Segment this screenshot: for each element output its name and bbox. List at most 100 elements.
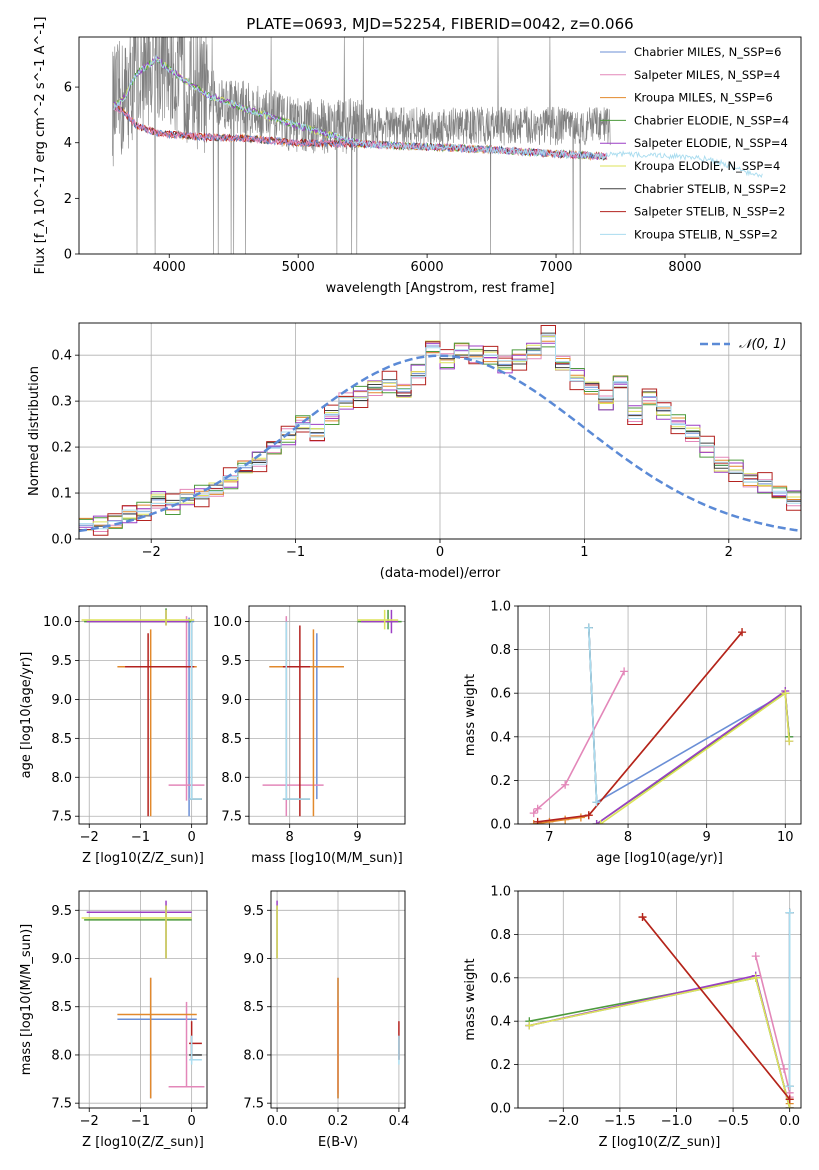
y-axis-label: Flux [f_λ 10^-17 erg cm^-2 s^-1 A^-1]: [33, 17, 48, 275]
age-vs-weight-panel: 7 8 9 10 0.0 0.2 0.4 0.6 0.8 1.0 age [log10(age/yr…: [463, 600, 802, 866]
x-tick-label: −1: [286, 545, 305, 560]
spectrum-legend: Chabrier MILES, N_SSP=6 Salpeter MILES, N…: [600, 45, 789, 241]
y-tick-label: 7.5: [51, 1097, 72, 1112]
axes-frame: [78, 890, 208, 1109]
y-tick-label: 0.4: [490, 1015, 511, 1030]
axes-frame: [517, 605, 802, 825]
weight-point-marker: [525, 1021, 534, 1030]
figure-title: PLATE=0693, MJD=52254, FIBERID=0042, z=0…: [246, 15, 633, 33]
weight-point-marker: [785, 1104, 794, 1108]
ebv-vs-mass-panel: 0.0 0.2 0.4 7.5 8.0 8.5 9.0 9.5 E(B-V): [243, 890, 410, 1150]
y-tick-label: 0.2: [490, 1058, 511, 1073]
weight-point-marker: [592, 820, 601, 824]
y-tick-label: 7.5: [243, 1097, 264, 1112]
x-tick-label: 9: [703, 830, 711, 845]
y-axis-label: mass weight: [463, 674, 478, 756]
weight-point-marker: [638, 913, 647, 922]
y-axis-label: age [log10(age/yr)]: [19, 652, 34, 779]
y-tick-label: 7.5: [221, 810, 242, 825]
weight-point-marker: [561, 780, 570, 789]
legend-label: Salpeter MILES, N_SSP=4: [634, 68, 780, 82]
weight-point-marker: [561, 815, 570, 824]
y-tick-label: 9.0: [51, 693, 72, 708]
y-tick-label: 8.0: [51, 1048, 72, 1063]
x-tick-label: −0.5: [717, 1114, 749, 1129]
gaussian-reference-line: [78, 354, 802, 533]
y-tick-label: 8.5: [51, 732, 72, 747]
axes-frame: [248, 605, 406, 825]
x-tick-label: 0.0: [267, 1114, 288, 1129]
x-axis-label: age [log10(age/yr)]: [596, 851, 723, 866]
axes-frame: [78, 36, 802, 255]
y-tick-label: 0.0: [490, 1102, 511, 1117]
Z-vs-mass-panel: −2 −1 0 7.5 8.0 8.5 9.0 9.5 Z [log10(Z/Z_sun)] ma…: [19, 890, 208, 1150]
weight-point-marker: [780, 1064, 789, 1073]
axes-frame: [78, 605, 208, 825]
y-tick-label: 0.6: [490, 971, 511, 986]
y-axis-label: mass [log10(M/M_sun)]: [19, 924, 34, 1076]
x-tick-label: 0.0: [779, 1114, 800, 1129]
y-tick-label: 2: [64, 192, 72, 207]
legend-label: Kroupa ELODIE, N_SSP=4: [634, 159, 780, 173]
x-tick-label: 8000: [668, 260, 701, 275]
x-tick-label: 5000: [282, 260, 315, 275]
y-tick-label: 0.6: [490, 687, 511, 702]
y-tick-label: 9.0: [51, 952, 72, 967]
x-tick-label: 0.4: [389, 1114, 410, 1129]
y-tick-label: 0.4: [490, 730, 511, 745]
y-tick-label: 6: [64, 81, 72, 96]
legend-label: Chabrier ELODIE, N_SSP=4: [634, 113, 789, 127]
legend-label: Salpeter ELODIE, N_SSP=4: [634, 136, 788, 150]
x-tick-label: −2: [80, 1114, 99, 1129]
x-tick-label: −2.0: [547, 1114, 579, 1129]
x-tick-label: −1.5: [604, 1114, 636, 1129]
y-tick-label: 8.0: [51, 771, 72, 786]
legend-label: Kroupa MILES, N_SSP=6: [634, 91, 773, 105]
x-axis-label: wavelength [Angstrom, rest frame]: [326, 281, 555, 296]
weight-point-marker: [596, 820, 605, 824]
weight-point-marker: [620, 667, 629, 676]
x-tick-label: 7000: [539, 260, 572, 275]
model-spectrum-line: [113, 54, 763, 179]
gaussian-legend-label: 𝒩(0, 1): [739, 337, 786, 352]
legend-label: Salpeter STELIB, N_SSP=2: [634, 205, 785, 219]
y-tick-label: 8.5: [243, 1000, 264, 1015]
spectrum-panel: 4000 5000 6000 7000 8000 0 2 4 6 wavelength [Angs…: [33, 17, 802, 296]
y-tick-label: 0.8: [490, 643, 511, 658]
x-tick-label: 4000: [153, 260, 186, 275]
residual-histogram-step: [79, 325, 801, 536]
x-tick-label: 0: [187, 1114, 195, 1129]
y-tick-label: 0.1: [51, 487, 72, 502]
legend-label: Kroupa STELIB, N_SSP=2: [634, 227, 778, 241]
weight-point-marker: [584, 623, 593, 632]
weight-point-marker: [529, 809, 538, 818]
mass-vs-age-panel: 8 9 7.5 8.0 8.5 9.0 9.5 10.0 mass [log10(M/M_sun…: [213, 605, 406, 866]
y-axis-label: mass weight: [463, 958, 478, 1040]
x-tick-label: 6000: [411, 260, 444, 275]
axes-frame: [78, 322, 802, 540]
x-axis-label: mass [log10(M/M_sun)]: [251, 851, 403, 866]
x-tick-label: 2: [725, 545, 733, 560]
x-tick-label: 9: [353, 830, 361, 845]
y-tick-label: 10.0: [213, 615, 242, 630]
x-tick-label: 10: [777, 830, 794, 845]
Z-vs-weight-panel: −2.0 −1.5 −1.0 −0.5 0.0 0.0 0.2 0.4 0.6 0.8 1.0 Z […: [463, 885, 802, 1150]
y-tick-label: 8.0: [221, 771, 242, 786]
legend-label: Chabrier MILES, N_SSP=6: [634, 45, 781, 59]
x-tick-label: 0.2: [328, 1114, 349, 1129]
y-tick-label: 0.8: [490, 928, 511, 943]
y-tick-label: 9.5: [221, 654, 242, 669]
x-tick-label: 0: [436, 545, 444, 560]
axes-frame: [517, 890, 802, 1109]
weight-point-marker: [592, 798, 601, 807]
y-tick-label: 0.2: [51, 441, 72, 456]
y-tick-label: 0.2: [490, 774, 511, 789]
x-tick-label: −1: [131, 830, 150, 845]
weight-point-marker: [545, 817, 554, 824]
y-tick-label: 1.0: [490, 600, 511, 615]
weight-point-marker: [785, 908, 794, 917]
x-axis-label: E(B-V): [318, 1135, 358, 1150]
weight-point-marker: [785, 737, 794, 746]
y-tick-label: 9.5: [51, 654, 72, 669]
